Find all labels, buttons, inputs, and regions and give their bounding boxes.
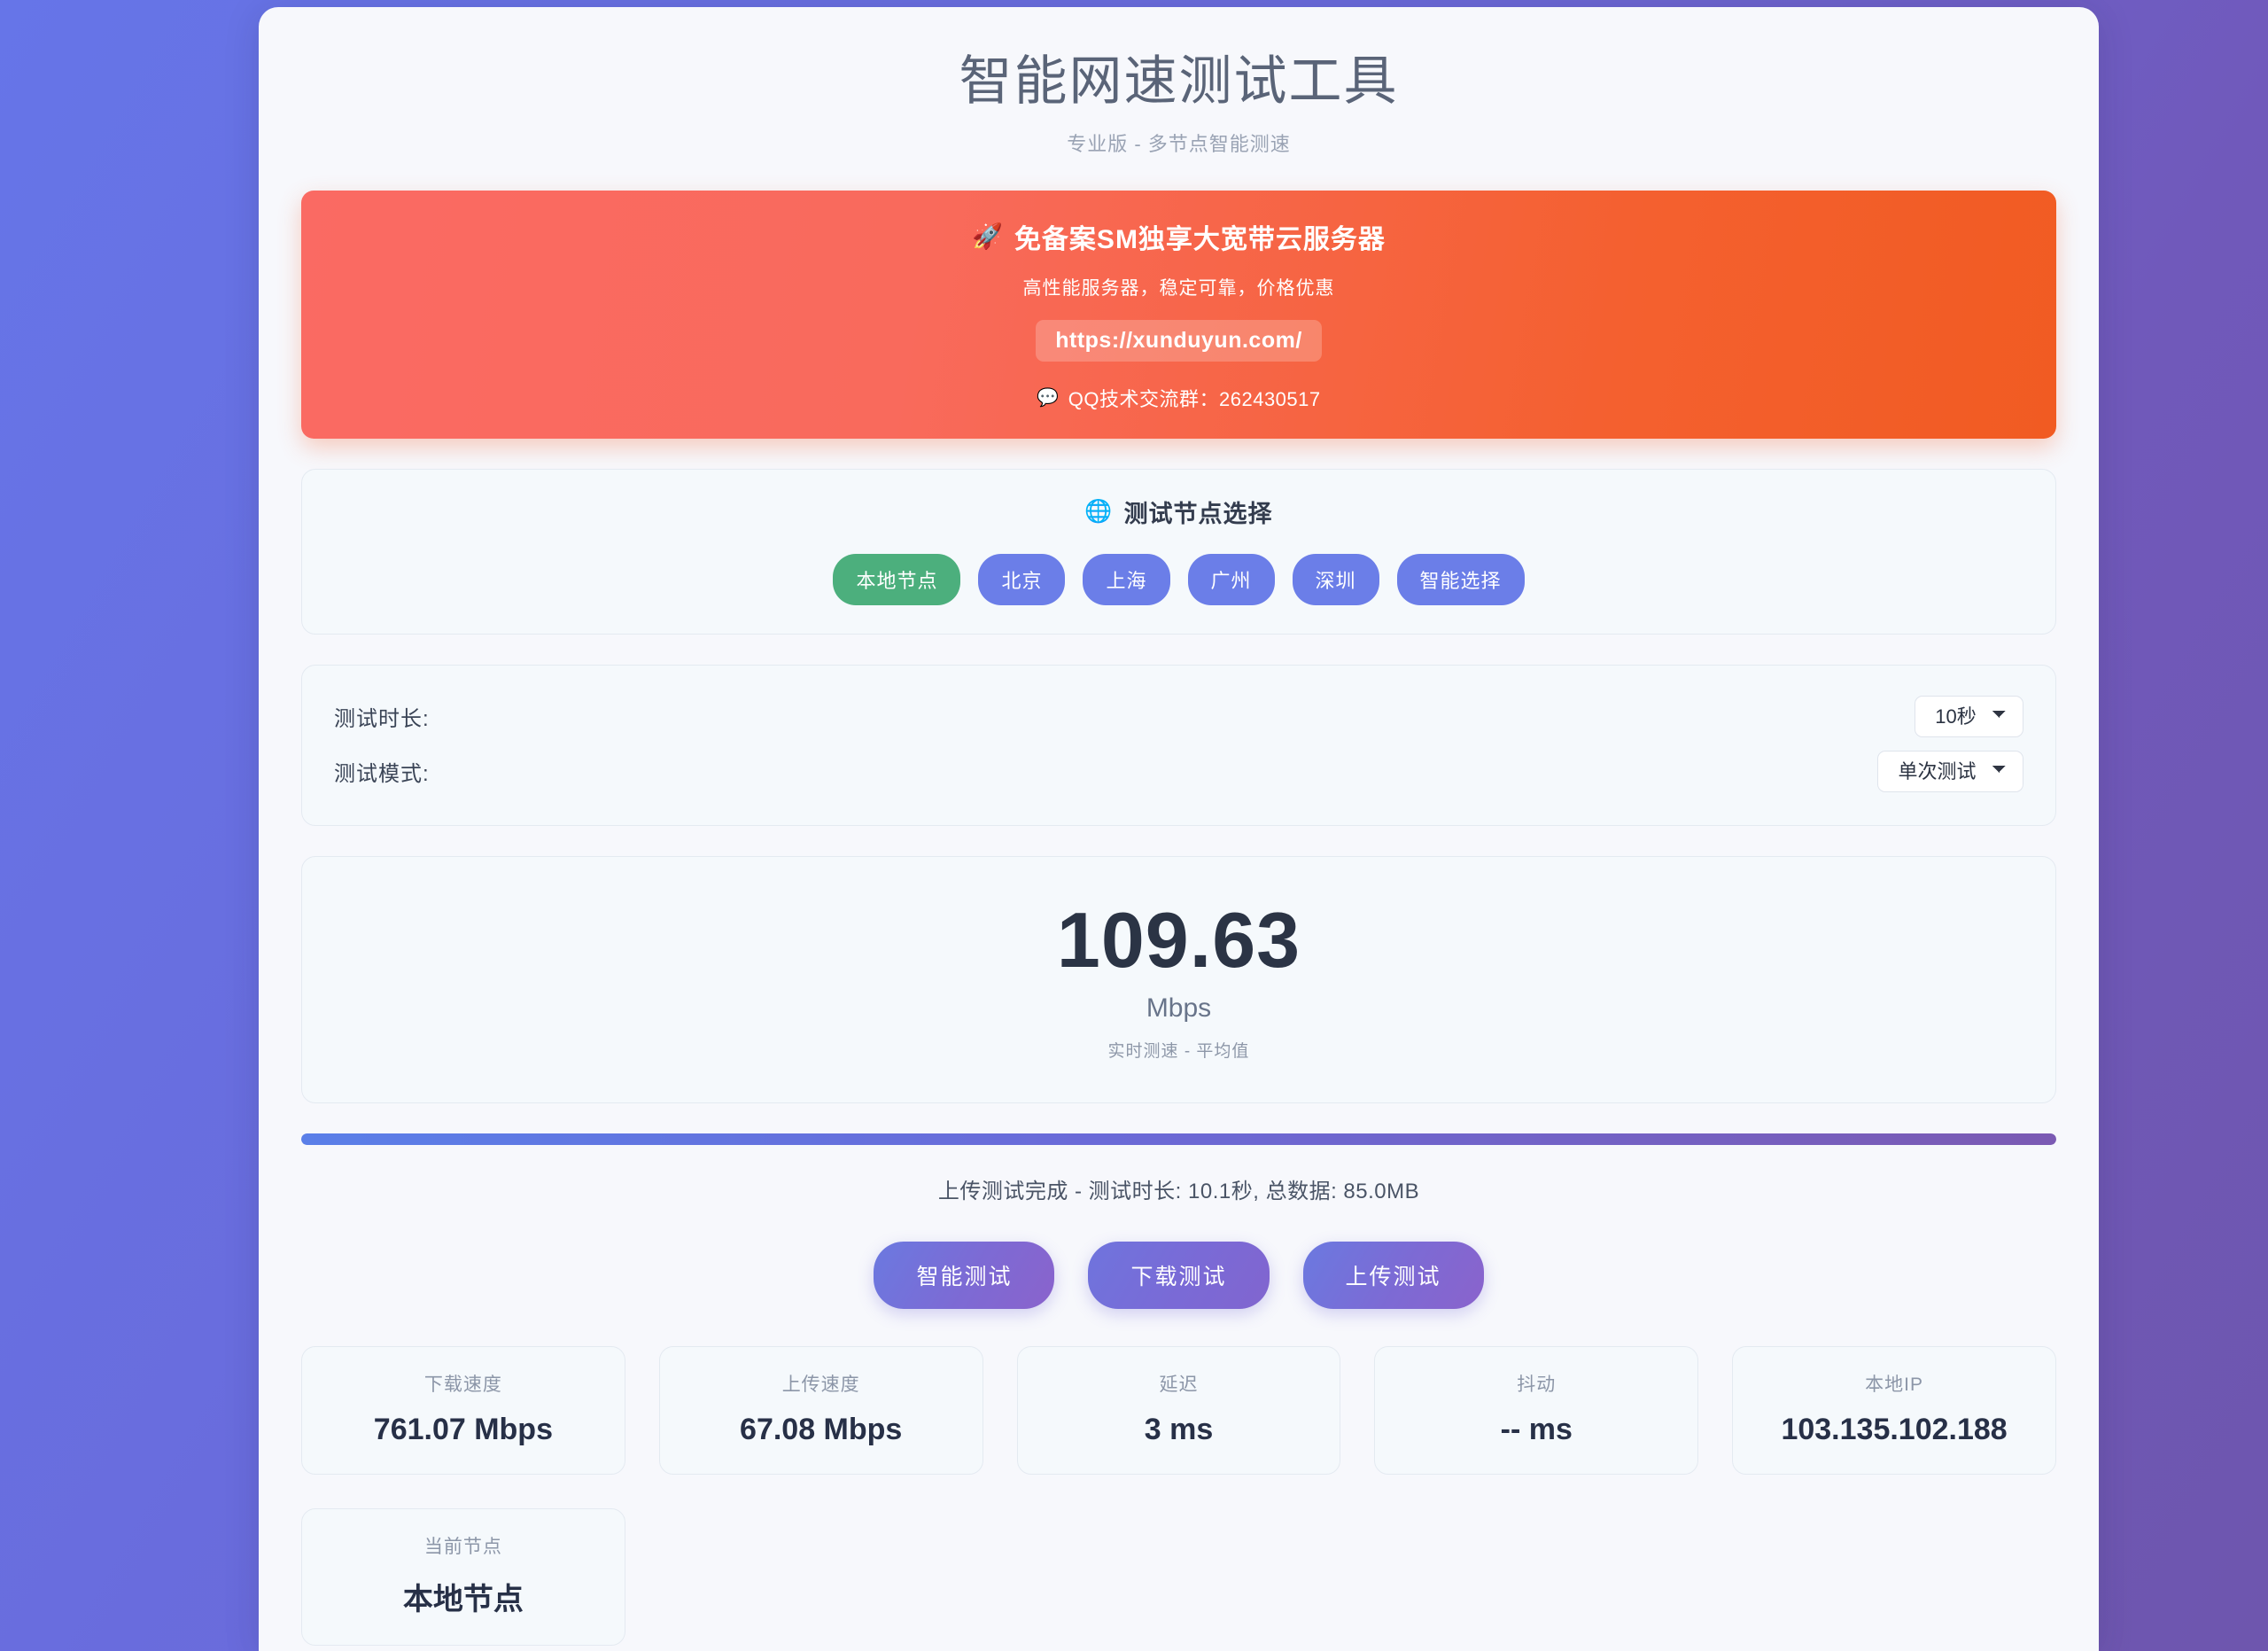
app-container: 智能网速测试工具 专业版 - 多节点智能测速 🚀 免备案SM独享大宽带云服务器 …: [259, 7, 2099, 1651]
node-button-beijing[interactable]: 北京: [978, 554, 1066, 605]
download-test-button[interactable]: 下载测试: [1088, 1242, 1270, 1310]
rocket-icon: 🚀: [972, 222, 1004, 250]
setting-row-duration: 测试时长: 10秒: [334, 689, 2023, 744]
setting-row-mode: 测试模式: 单次测试: [334, 744, 2023, 798]
current-node-label: 当前节点: [423, 1537, 502, 1558]
ad-qq-row: 💬 QQ技术交流群：262430517: [319, 384, 2039, 412]
node-button-local[interactable]: 本地节点: [833, 554, 961, 605]
speech-bubble-icon: 💬: [1037, 388, 1060, 408]
smart-test-button[interactable]: 智能测试: [874, 1242, 1055, 1310]
node-button-auto[interactable]: 智能选择: [1396, 554, 1525, 605]
mode-select[interactable]: 单次测试: [1877, 750, 2023, 792]
stat-value: 761.07 Mbps: [373, 1413, 553, 1447]
node-button-shenzhen[interactable]: 深圳: [1292, 554, 1379, 605]
duration-label: 测试时长:: [334, 706, 430, 731]
ad-url-wrapper: https://xunduyun.com/: [319, 320, 2039, 362]
globe-icon: 🌐: [1084, 499, 1114, 524]
node-button-group: 本地节点 北京 上海 广州 深圳 智能选择: [323, 554, 2034, 605]
progress-bar-track: [301, 1133, 2056, 1146]
ad-description: 高性能服务器，稳定可靠，价格优惠: [1022, 278, 1335, 299]
stat-label: 本地IP: [1865, 1375, 1923, 1396]
stat-card-download: 下载速度 761.07 Mbps: [301, 1346, 625, 1476]
stat-card-current-node: 当前节点 本地节点: [301, 1508, 625, 1647]
stat-label: 下载速度: [423, 1375, 502, 1396]
action-button-group: 智能测试 下载测试 上传测试: [301, 1242, 2056, 1310]
ad-title-text: 免备案SM独享大宽带云服务器: [1014, 225, 1386, 254]
speed-note: 实时测速 - 平均值: [1107, 1042, 1250, 1062]
stat-label: 延迟: [1159, 1375, 1199, 1396]
stats-grid: 下载速度 761.07 Mbps 上传速度 67.08 Mbps 延迟 3 ms…: [301, 1346, 2056, 1476]
current-node-grid: 当前节点 本地节点: [301, 1508, 2056, 1647]
node-button-guangzhou[interactable]: 广州: [1187, 554, 1275, 605]
node-selector-heading-text: 测试节点选择: [1123, 501, 1273, 527]
upload-test-button[interactable]: 上传测试: [1302, 1242, 1484, 1310]
stat-value: 103.135.102.188: [1781, 1413, 2008, 1447]
progress-bar-fill: [301, 1133, 2056, 1146]
ad-url-link[interactable]: https://xunduyun.com/: [1036, 320, 1322, 362]
stat-value: 67.08 Mbps: [740, 1413, 903, 1447]
speed-display-card: 109.63 Mbps 实时测速 - 平均值: [301, 856, 2056, 1104]
node-button-shanghai[interactable]: 上海: [1083, 554, 1170, 605]
status-text: 上传测试完成 - 测试时长: 10.1秒, 总数据: 85.0MB: [937, 1180, 1420, 1204]
advertisement-banner[interactable]: 🚀 免备案SM独享大宽带云服务器 高性能服务器，稳定可靠，价格优惠 https:…: [301, 191, 2056, 439]
stat-label: 上传速度: [781, 1375, 860, 1396]
duration-select[interactable]: 10秒: [1915, 695, 2023, 737]
settings-card: 测试时长: 10秒 测试模式: 单次测试: [301, 665, 2056, 826]
ad-qq-text: QQ技术交流群：262430517: [1068, 388, 1321, 410]
page-subtitle: 专业版 - 多节点智能测速: [1067, 133, 1291, 155]
page-title: 智能网速测试工具: [959, 51, 1399, 111]
ad-title-row: 🚀 免备案SM独享大宽带云服务器: [319, 217, 2039, 256]
stat-value: 3 ms: [1144, 1413, 1214, 1447]
stat-card-upload: 上传速度 67.08 Mbps: [658, 1346, 983, 1476]
mode-label: 测试模式:: [334, 761, 430, 786]
stat-card-jitter: 抖动 -- ms: [1374, 1346, 1699, 1476]
stat-label: 抖动: [1517, 1375, 1557, 1396]
stat-value: -- ms: [1500, 1413, 1573, 1447]
stat-card-local-ip: 本地IP 103.135.102.188: [1732, 1346, 2056, 1476]
node-selector-card: 🌐 测试节点选择 本地节点 北京 上海 广州 深圳 智能选择: [301, 469, 2056, 635]
node-selector-heading: 🌐 测试节点选择: [323, 495, 2034, 529]
speed-value: 109.63: [1056, 896, 1301, 984]
speed-unit: Mbps: [1146, 993, 1212, 1024]
stat-card-latency: 延迟 3 ms: [1016, 1346, 1341, 1476]
current-node-value: 本地节点: [402, 1583, 524, 1617]
